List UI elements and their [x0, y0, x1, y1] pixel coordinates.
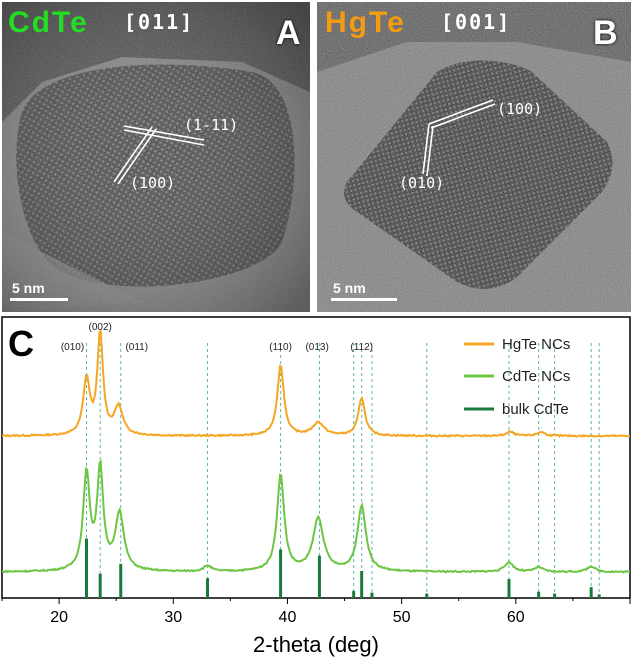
x-tick-label-40: 40: [279, 609, 297, 626]
legend-label-1: CdTe NCs: [502, 368, 570, 385]
panel-label-a: A: [276, 14, 301, 52]
x-tick-label-30: 30: [164, 609, 182, 626]
peak-label-3: (110): [269, 342, 292, 353]
plane-label-b-2: (010): [399, 174, 445, 192]
xrd-panel-c: (010) (002) (011) (110) (013) (112) 20 30 40 50 6…: [0, 315, 633, 666]
peak-label-0: (010): [61, 342, 84, 353]
peak-label-1: (002): [89, 322, 112, 333]
zone-axis-a: [011]: [124, 10, 195, 34]
scale-bar-label-a: 5 nm: [12, 280, 45, 296]
tem-panel-b: HgTe [001] B (100) (010) 5 nm: [317, 2, 631, 312]
material-label-a: CdTe: [8, 6, 89, 39]
zone-axis-b: [001]: [441, 10, 512, 34]
x-tick-label-20: 20: [50, 609, 68, 626]
plot-frame: [1, 316, 631, 599]
xrd-chart: (010) (002) (011) (110) (013) (112) 20 30 40 50 6…: [1, 316, 631, 657]
scale-bar-a: [10, 298, 68, 301]
peak-labels: (010) (002) (011) (110) (013) (112): [61, 322, 373, 353]
material-label-b: HgTe: [325, 6, 406, 39]
legend: HgTe NCs CdTe NCs bulk CdTe: [464, 336, 570, 418]
peak-label-2: (011): [125, 342, 148, 353]
series-group: [1, 329, 631, 598]
scale-bar-b: [331, 298, 397, 301]
x-tick-label-60: 60: [507, 609, 525, 626]
x-axis-label: 2-theta (deg): [253, 632, 379, 657]
tem-image-hgte: [317, 2, 631, 312]
series-line-cdte-ncs: [1, 459, 631, 574]
peak-label-5: (112): [350, 342, 373, 353]
plane-label-a-2: (100): [130, 174, 176, 192]
tem-panel-a: CdTe [011] A (1-11) (100) 5 nm: [2, 2, 310, 312]
plane-label-a-1: (1-11): [184, 116, 239, 134]
x-tick-label-50: 50: [393, 609, 411, 626]
tem-image-cdte: [2, 2, 310, 312]
panel-label-c: C: [8, 323, 34, 364]
x-axis-ticks: 20 30 40 50 60: [1, 598, 631, 626]
series-line-hgte-ncs: [1, 329, 631, 438]
panel-label-b: B: [593, 14, 618, 52]
legend-label-0: HgTe NCs: [502, 336, 570, 353]
peak-label-4: (013): [305, 342, 328, 353]
legend-label-2: bulk CdTe: [502, 401, 569, 418]
plane-label-b-1: (100): [497, 100, 543, 118]
scale-bar-label-b: 5 nm: [333, 280, 366, 296]
